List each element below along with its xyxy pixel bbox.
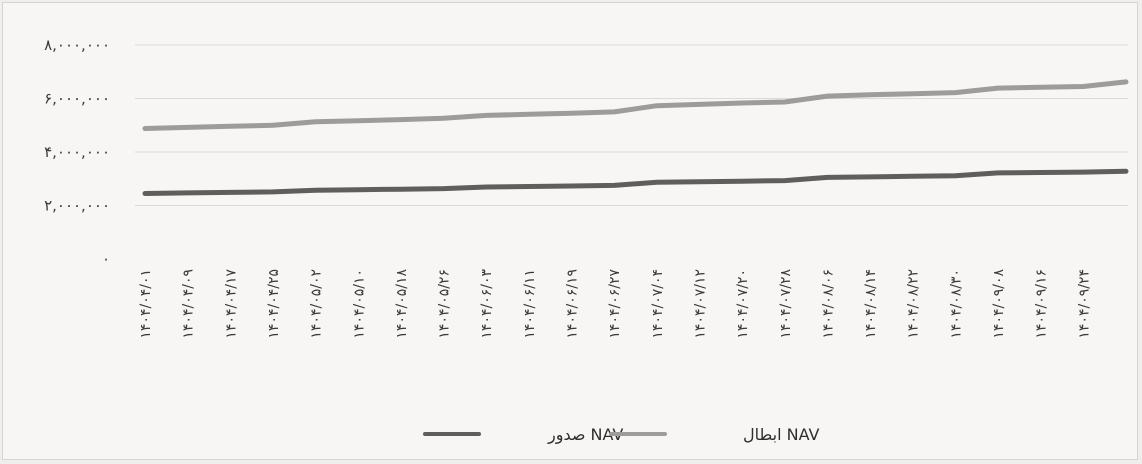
y-tick-label: ۸,۰۰۰,۰۰۰ [44,36,110,54]
x-tick-label: ۱۴۰۴/۰۶/۲۷ [607,269,623,339]
x-tick-label: ۱۴۰۴/۰۷/۰۴ [650,269,666,339]
x-tick-label: ۱۴۰۴/۰۴/۰۹ [181,269,197,339]
x-tick-label: ۱۴۰۴/۰۷/۲۰ [735,269,751,339]
legend-label-ebtal: NAV ابطال [743,425,820,444]
y-tick-label: ۶,۰۰۰,۰۰۰ [44,90,110,108]
x-tick-label: ۱۴۰۴/۰۹/۲۴ [1076,269,1092,339]
x-tick-label: ۱۴۰۴/۰۵/۰۲ [309,269,325,339]
x-tick-label: ۱۴۰۴/۰۵/۲۶ [437,269,453,339]
x-tick-label: ۱۴۰۴/۰۵/۱۰ [351,269,367,339]
x-tick-label: ۱۴۰۴/۰۵/۱۸ [394,269,410,339]
x-tick-label: ۱۴۰۴/۰۹/۰۸ [991,269,1007,339]
x-tick-label: ۱۴۰۴/۰۸/۳۰ [948,269,964,339]
x-tick-label: ۱۴۰۴/۰۷/۱۲ [692,269,708,339]
x-tick-label: ۱۴۰۴/۰۴/۱۷ [223,269,239,339]
y-tick-label: ۲,۰۰۰,۰۰۰ [44,197,110,215]
legend: NAV صدور NAV ابطال [425,425,820,445]
x-tick-label: ۱۴۰۴/۰۸/۲۲ [906,269,922,339]
y-axis-ticks: ۰ ۲,۰۰۰,۰۰۰ ۴,۰۰۰,۰۰۰ ۶,۰۰۰,۰۰۰ ۸,۰۰۰,۰۰۰ [44,36,110,268]
x-tick-label: ۱۴۰۴/۰۸/۰۶ [820,269,836,339]
x-tick-label: ۱۴۰۴/۰۶/۱۱ [522,269,538,339]
x-tick-label: ۱۴۰۴/۰۹/۱۶ [1034,269,1050,339]
series-line-sodour [145,171,1126,193]
x-tick-label: ۱۴۰۴/۰۸/۱۴ [863,269,879,339]
x-tick-label: ۱۴۰۴/۰۷/۲۸ [778,269,794,339]
y-tick-label: ۴,۰۰۰,۰۰۰ [44,143,110,161]
y-tick-label: ۰ [102,250,110,268]
line-chart: ۰ ۲,۰۰۰,۰۰۰ ۴,۰۰۰,۰۰۰ ۶,۰۰۰,۰۰۰ ۸,۰۰۰,۰۰۰ ۱۴… [3,3,1139,461]
x-tick-label: ۱۴۰۴/۰۴/۰۱ [138,269,154,339]
series-line-ebtal [145,82,1126,129]
x-tick-label: ۱۴۰۴/۰۶/۰۳ [479,269,495,339]
x-tick-label: ۱۴۰۴/۰۴/۲۵ [266,269,282,339]
x-axis-ticks: ۱۴۰۴/۰۴/۰۱ ۱۴۰۴/۰۴/۰۹ ۱۴۰۴/۰۴/۱۷ ۱۴۰۴/۰۴/۲۵… [138,269,1092,339]
x-tick-label: ۱۴۰۴/۰۶/۱۹ [565,269,581,339]
